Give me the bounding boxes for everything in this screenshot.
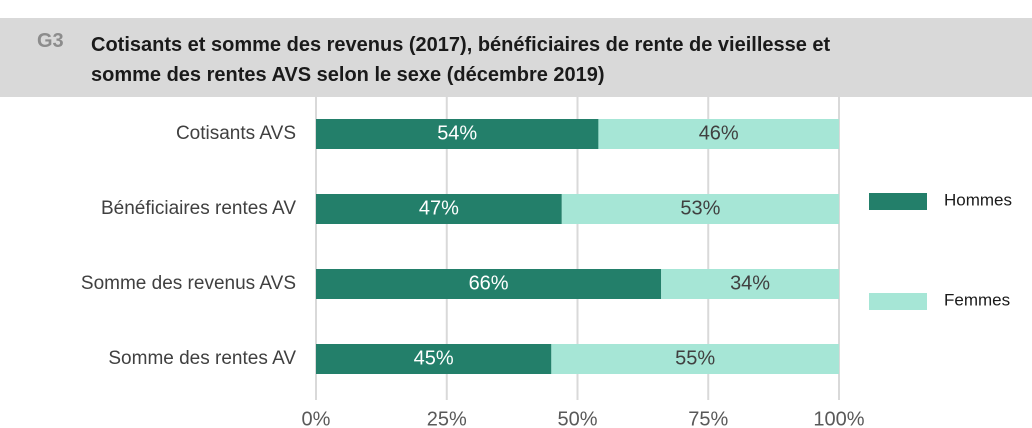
bar-segment xyxy=(316,344,552,374)
data-label: 46% xyxy=(699,122,739,144)
data-label: 55% xyxy=(675,347,715,369)
data-label: 53% xyxy=(680,197,720,219)
x-tick-label: 0% xyxy=(302,408,331,428)
bar-segment xyxy=(551,344,839,374)
legend-label: Hommes xyxy=(944,190,1012,209)
y-tick-label: Somme des revenus AVS xyxy=(81,273,296,294)
bar-segment xyxy=(316,194,562,224)
header: G3 Cotisants et somme des revenus (2017)… xyxy=(0,18,1032,97)
x-tick-label: 50% xyxy=(557,408,597,428)
bar-segment xyxy=(316,269,662,299)
x-tick-label: 25% xyxy=(427,408,467,428)
y-tick-label: Bénéficiaires rentes AV xyxy=(101,198,296,219)
x-tick-label: 75% xyxy=(688,408,728,428)
legend-label: Femmes xyxy=(944,290,1010,309)
legend-swatch xyxy=(869,193,927,210)
data-label: 45% xyxy=(414,347,454,369)
data-label: 47% xyxy=(419,197,459,219)
x-tick-label: 100% xyxy=(813,408,864,428)
data-label: 66% xyxy=(469,272,509,294)
legend-swatch xyxy=(869,293,927,310)
title-line: Cotisants et somme des revenus (2017), b… xyxy=(91,34,831,56)
bar-segment xyxy=(561,194,839,224)
chart-title: Cotisants et somme des revenus (2017), b… xyxy=(91,30,830,90)
chart-id: G3 xyxy=(37,30,64,52)
data-label: 34% xyxy=(730,272,770,294)
y-tick-label: Cotisants AVS xyxy=(176,123,296,144)
bar-segment xyxy=(661,269,839,299)
bar-segment xyxy=(598,119,839,149)
title-line: somme des rentes AVS selon le sexe (déce… xyxy=(91,64,605,86)
data-label: 54% xyxy=(437,122,477,144)
y-tick-label: Somme des rentes AV xyxy=(108,348,296,369)
bar-segment xyxy=(316,119,599,149)
